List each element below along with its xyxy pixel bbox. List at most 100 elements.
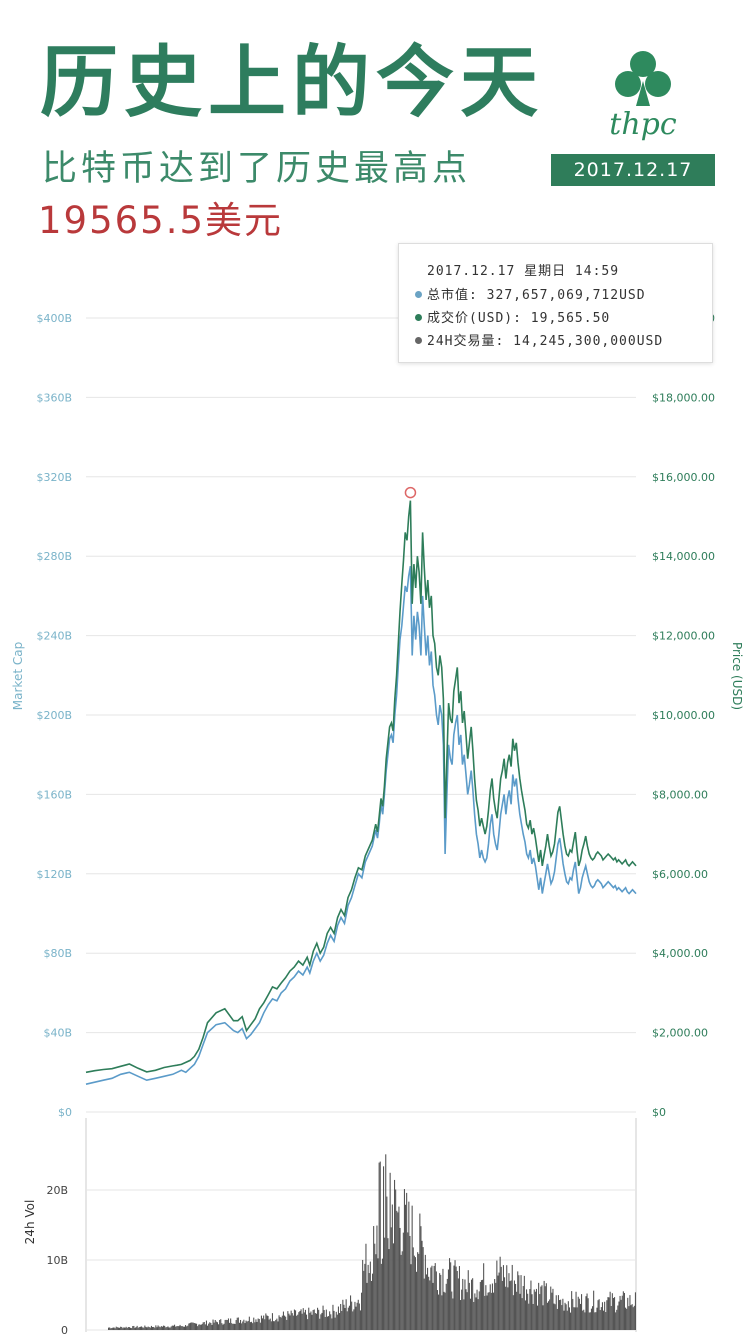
volume-bar <box>522 1286 524 1330</box>
volume-bar <box>510 1280 512 1330</box>
volume-bar <box>225 1319 227 1330</box>
volume-bar <box>520 1275 522 1330</box>
volume-bar <box>260 1315 262 1330</box>
volume-bar <box>191 1322 193 1330</box>
volume-bar <box>304 1309 306 1330</box>
volume-bar <box>257 1318 259 1330</box>
volume-bar <box>255 1319 257 1330</box>
volume-bar <box>452 1298 454 1330</box>
volume-bar <box>330 1314 332 1330</box>
volume-bar <box>238 1322 240 1330</box>
volume-bar <box>197 1326 199 1330</box>
volume-bar <box>544 1286 546 1330</box>
volume-bar <box>248 1316 250 1330</box>
volume-bar <box>313 1309 315 1330</box>
volume-bar <box>139 1326 141 1330</box>
y-right-tick-label: $0 <box>652 1106 666 1119</box>
volume-bar <box>186 1326 188 1330</box>
volume-bar <box>192 1322 194 1330</box>
volume-bar <box>483 1263 485 1330</box>
volume-bar <box>551 1292 553 1330</box>
volume-bar <box>418 1253 420 1330</box>
volume-bar <box>254 1322 256 1330</box>
volume-bar <box>598 1299 600 1330</box>
volume-bar <box>384 1237 386 1330</box>
volume-bar <box>409 1235 411 1330</box>
volume-bar <box>581 1294 583 1330</box>
market-cap-dot-icon <box>415 291 422 298</box>
volume-bar <box>589 1312 591 1330</box>
volume-bar <box>166 1327 168 1330</box>
volume-bar <box>461 1289 463 1330</box>
volume-bar <box>182 1326 184 1330</box>
volume-bar <box>508 1273 510 1330</box>
volume-bar <box>495 1282 497 1330</box>
volume-bar <box>599 1310 601 1330</box>
volume-bar <box>363 1270 365 1330</box>
volume-bar <box>358 1303 360 1330</box>
volume-bar <box>531 1294 533 1330</box>
volume-bar <box>597 1300 599 1330</box>
volume-bar <box>351 1301 353 1330</box>
volume-bar <box>354 1301 356 1330</box>
volume-bar <box>156 1327 158 1330</box>
volume-bar <box>401 1251 403 1330</box>
volume-bar <box>317 1307 319 1330</box>
volume-bar <box>275 1319 277 1330</box>
volume-bar <box>218 1324 220 1330</box>
volume-bar <box>627 1297 629 1330</box>
y-right-tick-label: $4,000.00 <box>652 947 708 960</box>
volume-bar <box>467 1270 469 1330</box>
volume-bar <box>386 1196 388 1330</box>
volume-bar <box>168 1327 170 1330</box>
volume-bar <box>406 1192 408 1330</box>
volume-bar <box>233 1323 235 1330</box>
volume-bar <box>513 1280 515 1330</box>
y-right-tick-label: $14,000.00 <box>652 550 715 563</box>
volume-bar <box>286 1319 288 1330</box>
volume-bar <box>204 1324 206 1330</box>
volume-bar <box>442 1268 444 1330</box>
volume-bar <box>526 1289 528 1330</box>
volume-bar <box>412 1247 414 1330</box>
volume-bar <box>528 1303 530 1330</box>
volume-bar <box>444 1292 446 1330</box>
volume-bar <box>124 1327 126 1330</box>
volume-bar <box>137 1327 139 1330</box>
volume-bar <box>321 1312 323 1330</box>
volume-bar <box>604 1301 606 1330</box>
volume-bar <box>147 1326 149 1330</box>
volume-bar <box>142 1327 144 1330</box>
y-left-axis-title: Market Cap <box>11 642 25 710</box>
volume-bar <box>615 1312 617 1330</box>
volume-bar <box>373 1226 375 1330</box>
peak-marker <box>404 486 417 499</box>
volume-bar <box>527 1293 529 1330</box>
volume-bar <box>502 1265 504 1330</box>
volume-bar <box>402 1232 404 1330</box>
volume-bar <box>395 1189 397 1330</box>
volume-bar <box>138 1327 140 1330</box>
volume-bar <box>533 1289 535 1330</box>
volume-bar <box>474 1293 476 1330</box>
volume-bar <box>572 1298 574 1330</box>
volume-bar <box>482 1279 484 1330</box>
volume-bar <box>605 1312 607 1330</box>
volume-bar <box>530 1280 532 1330</box>
volume-bar <box>117 1327 119 1330</box>
volume-bar <box>246 1321 248 1330</box>
volume-bar <box>312 1310 314 1330</box>
volume-bar <box>152 1326 154 1330</box>
volume-bar <box>543 1280 545 1330</box>
volume-bar <box>451 1291 453 1330</box>
volume-bar <box>216 1322 218 1330</box>
volume-bar <box>181 1326 183 1330</box>
volume-bar <box>188 1323 190 1330</box>
volume-bar <box>595 1312 597 1330</box>
volume-bar <box>614 1297 616 1330</box>
volume-bar <box>323 1310 325 1330</box>
volume-bar <box>552 1288 554 1330</box>
volume-bar <box>407 1232 409 1330</box>
volume-bar <box>606 1300 608 1330</box>
volume-bar <box>336 1314 338 1330</box>
